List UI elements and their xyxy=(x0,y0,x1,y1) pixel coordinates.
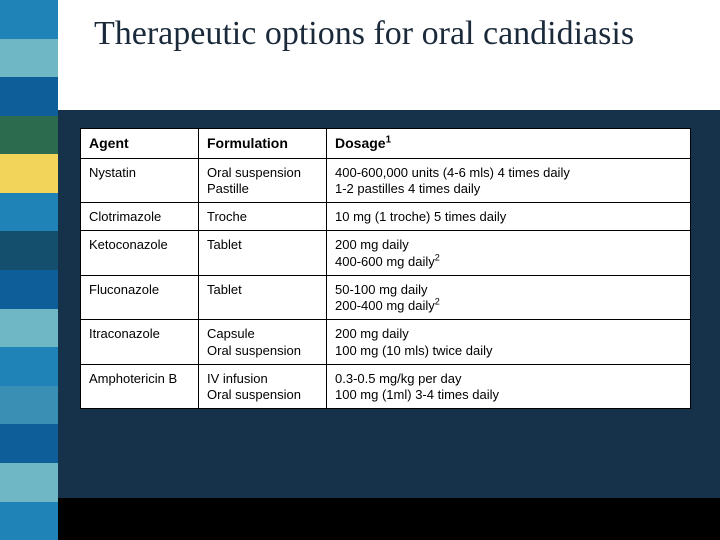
sidebar-stripe xyxy=(0,154,58,193)
sidebar-stripe xyxy=(0,424,58,463)
sidebar-stripe xyxy=(0,77,58,116)
sidebar-stripe xyxy=(0,270,58,309)
cell-formulation: Tablet xyxy=(199,231,327,276)
slide-title: Therapeutic options for oral candidiasis xyxy=(94,14,692,53)
table-row: NystatinOral suspensionPastille400-600,0… xyxy=(81,158,691,203)
sidebar-stripe xyxy=(0,502,58,540)
cell-dosage: 10 mg (1 troche) 5 times daily xyxy=(327,203,691,231)
cell-agent: Nystatin xyxy=(81,158,199,203)
cell-formulation: CapsuleOral suspension xyxy=(199,320,327,365)
table-body: NystatinOral suspensionPastille400-600,0… xyxy=(81,158,691,409)
cell-agent: Clotrimazole xyxy=(81,203,199,231)
table-row: Amphotericin BIV infusionOral suspension… xyxy=(81,364,691,409)
sidebar-stripe xyxy=(0,0,58,39)
cell-agent: Amphotericin B xyxy=(81,364,199,409)
sidebar-stripe xyxy=(0,116,58,155)
cell-dosage: 50-100 mg daily200-400 mg daily2 xyxy=(327,275,691,320)
sidebar-stripe xyxy=(0,386,58,425)
cell-dosage: 0.3-0.5 mg/kg per day100 mg (1ml) 3-4 ti… xyxy=(327,364,691,409)
slide-content: Therapeutic options for oral candidiasis… xyxy=(58,0,720,540)
sidebar-stripe xyxy=(0,193,58,232)
sidebar-stripe xyxy=(0,309,58,348)
table-row: ItraconazoleCapsuleOral suspension200 mg… xyxy=(81,320,691,365)
table-row: KetoconazoleTablet200 mg daily400-600 mg… xyxy=(81,231,691,276)
table-row: FluconazoleTablet50-100 mg daily200-400 … xyxy=(81,275,691,320)
footer-bar xyxy=(58,498,720,540)
table-container: Agent Formulation Dosage1 NystatinOral s… xyxy=(58,110,720,409)
therapy-table: Agent Formulation Dosage1 NystatinOral s… xyxy=(80,128,691,409)
cell-agent: Ketoconazole xyxy=(81,231,199,276)
cell-dosage: 200 mg daily400-600 mg daily2 xyxy=(327,231,691,276)
sidebar-stripe xyxy=(0,463,58,502)
cell-agent: Fluconazole xyxy=(81,275,199,320)
cell-formulation: IV infusionOral suspension xyxy=(199,364,327,409)
cell-dosage: 200 mg daily100 mg (10 mls) twice daily xyxy=(327,320,691,365)
sidebar-stripe xyxy=(0,347,58,386)
col-header-agent: Agent xyxy=(81,129,199,159)
table-row: ClotrimazoleTroche10 mg (1 troche) 5 tim… xyxy=(81,203,691,231)
sidebar-stripes xyxy=(0,0,58,540)
col-header-dosage: Dosage1 xyxy=(327,129,691,159)
table-head: Agent Formulation Dosage1 xyxy=(81,129,691,159)
col-header-formulation: Formulation xyxy=(199,129,327,159)
cell-formulation: Tablet xyxy=(199,275,327,320)
title-block: Therapeutic options for oral candidiasis xyxy=(58,0,720,110)
cell-formulation: Oral suspensionPastille xyxy=(199,158,327,203)
cell-formulation: Troche xyxy=(199,203,327,231)
sidebar-stripe xyxy=(0,231,58,270)
cell-agent: Itraconazole xyxy=(81,320,199,365)
sidebar-stripe xyxy=(0,39,58,78)
cell-dosage: 400-600,000 units (4-6 mls) 4 times dail… xyxy=(327,158,691,203)
